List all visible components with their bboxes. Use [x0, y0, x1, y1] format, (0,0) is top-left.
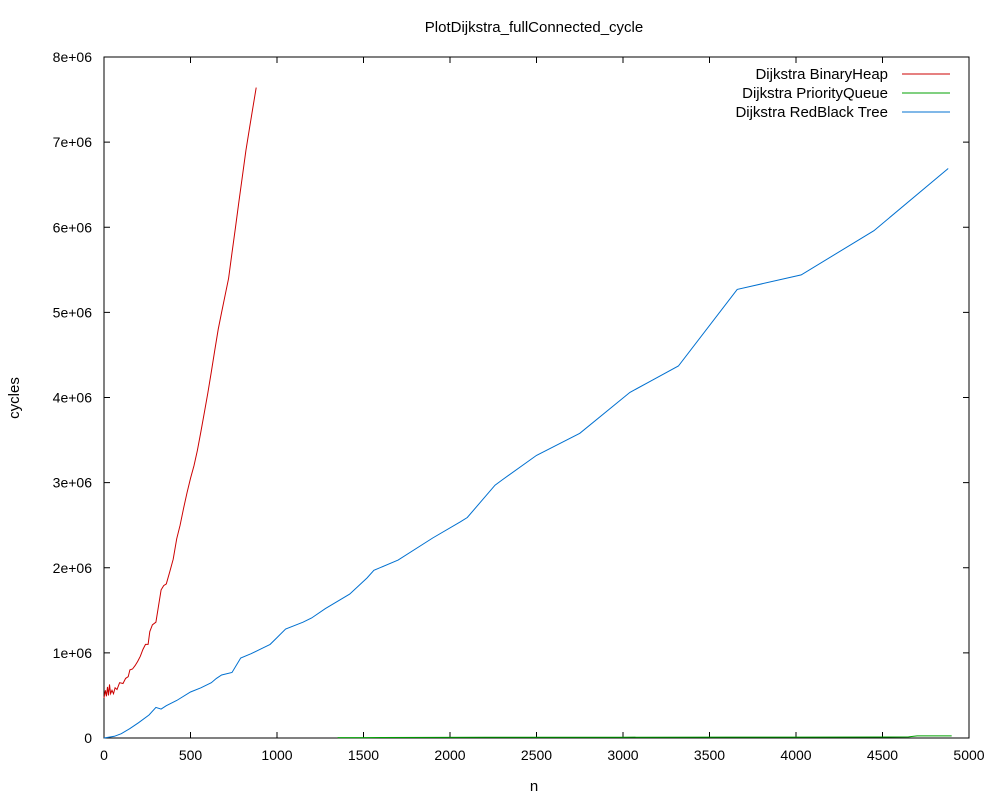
series-group [103, 87, 952, 739]
y-tick-label: 5e+06 [53, 304, 93, 320]
series-line-dijkstra-redblack-tree [103, 168, 949, 739]
y-tick-label: 8e+06 [53, 49, 93, 65]
series-line-dijkstra-priorityqueue [337, 735, 952, 739]
y-tick-label: 1e+06 [53, 645, 93, 661]
x-axis: 0 500 1000 1500 2000 2500 3000 3500 4000 4500 5000 [100, 57, 985, 763]
x-tick-label: 1500 [348, 747, 379, 763]
x-tick-label: 500 [179, 747, 203, 763]
y-tick-label: 3e+06 [53, 475, 93, 491]
legend: Dijkstra BinaryHeap Dijkstra PriorityQueu… [735, 66, 950, 121]
x-tick-label: 3500 [694, 747, 725, 763]
y-axis: 0 1e+06 2e+06 3e+06 4e+06 5e+06 6e+06 7e+06 8e+0… [53, 49, 969, 746]
y-tick-label: 6e+06 [53, 219, 93, 235]
legend-label: Dijkstra BinaryHeap [755, 66, 888, 83]
y-tick-label: 7e+06 [53, 134, 93, 150]
legend-label: Dijkstra RedBlack Tree [735, 104, 888, 121]
x-tick-label: 1000 [261, 747, 292, 763]
chart-title: PlotDijkstra_fullConnected_cycle [425, 19, 643, 36]
y-tick-label: 0 [84, 730, 92, 746]
series-line-dijkstra-binaryheap [103, 87, 257, 699]
x-tick-label: 4000 [780, 747, 811, 763]
x-tick-label: 0 [100, 747, 108, 763]
x-tick-label: 2000 [434, 747, 465, 763]
x-tick-label: 4500 [867, 747, 898, 763]
x-tick-label: 3000 [607, 747, 638, 763]
x-tick-label: 2500 [521, 747, 552, 763]
x-axis-label: n [530, 778, 538, 795]
y-tick-label: 4e+06 [53, 390, 93, 406]
legend-label: Dijkstra PriorityQueue [742, 85, 888, 102]
y-tick-label: 2e+06 [53, 560, 93, 576]
x-tick-label: 5000 [953, 747, 984, 763]
y-axis-label: cycles [6, 377, 23, 419]
